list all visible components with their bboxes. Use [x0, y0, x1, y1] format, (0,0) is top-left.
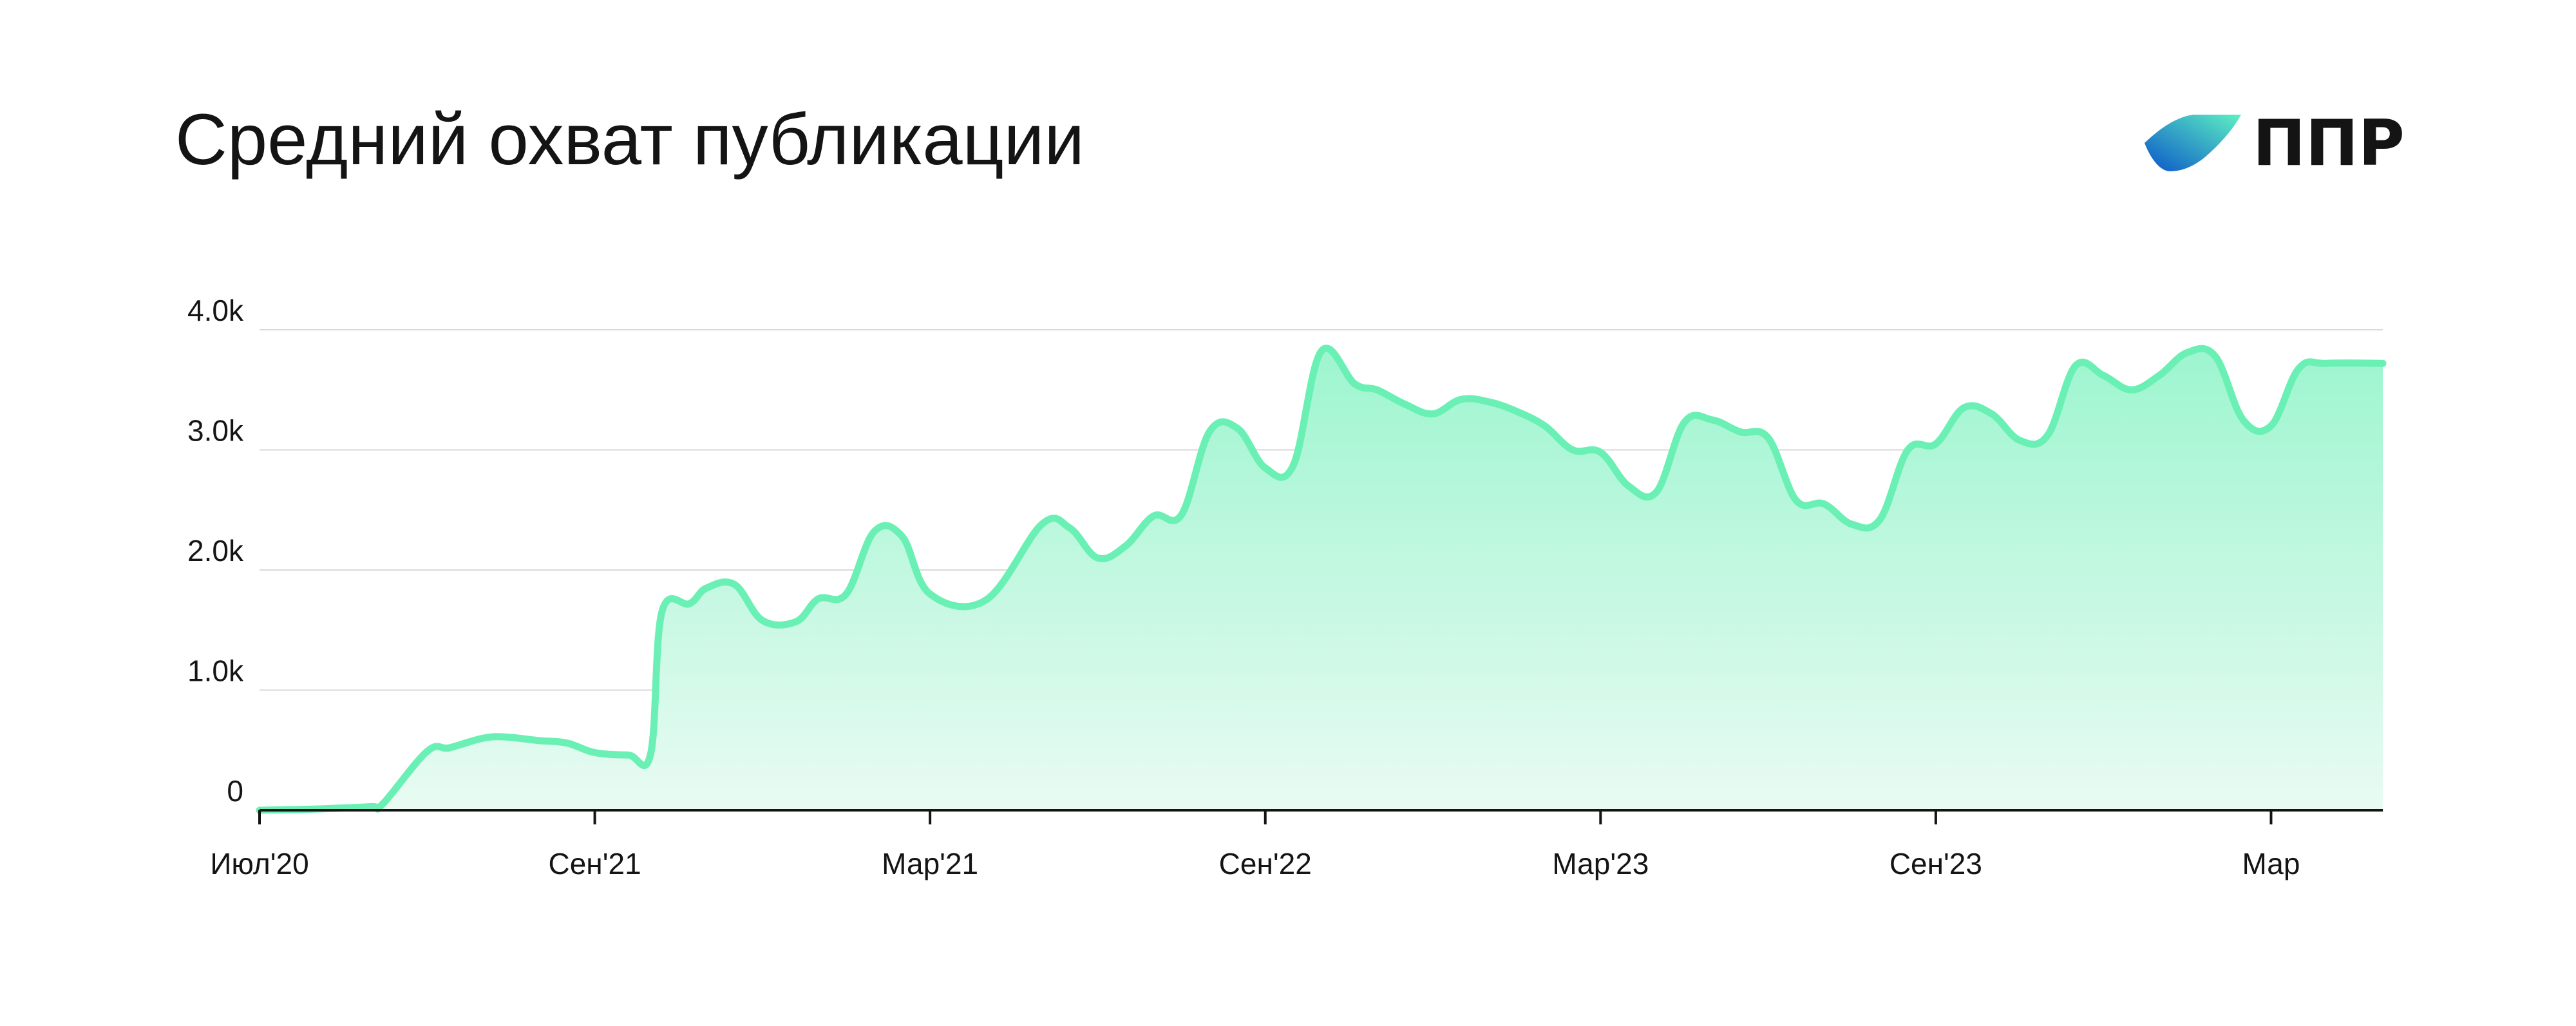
y-axis-labels: 0 1.0k 2.0k 3.0k 4.0k	[187, 294, 244, 808]
x-axis	[258, 809, 2383, 824]
area-series	[256, 345, 2387, 814]
y-tick-label: 0	[227, 774, 243, 808]
x-tick-label: Июл'20	[210, 847, 308, 880]
x-tick-label: Мар'21	[882, 847, 978, 880]
y-tick-label: 1.0k	[187, 654, 244, 688]
x-axis-labels: Июл'20 Сен'21 Мар'21 Сен'22 Мар'23 Сен'23 Мар	[210, 847, 2300, 880]
brand-wordmark: ППР	[2253, 108, 2405, 179]
x-tick-label: Сен'21	[549, 847, 641, 880]
x-tick-label: Сен'22	[1219, 847, 1312, 880]
logo-mark-icon	[2145, 115, 2241, 171]
series-line	[256, 345, 2387, 814]
area-fill	[260, 348, 2383, 810]
y-tick-label: 4.0k	[187, 294, 244, 327]
x-tick-label: Сен'23	[1889, 847, 1982, 880]
y-tick-label: 3.0k	[187, 414, 244, 448]
y-tick-label: 2.0k	[187, 534, 244, 567]
x-tick-label: Мар'23	[1552, 847, 1649, 880]
x-tick-label: Мар	[2242, 847, 2300, 880]
chart-title: Средний охват публикации	[175, 99, 1084, 180]
brand-logo: ППР	[2145, 108, 2405, 179]
